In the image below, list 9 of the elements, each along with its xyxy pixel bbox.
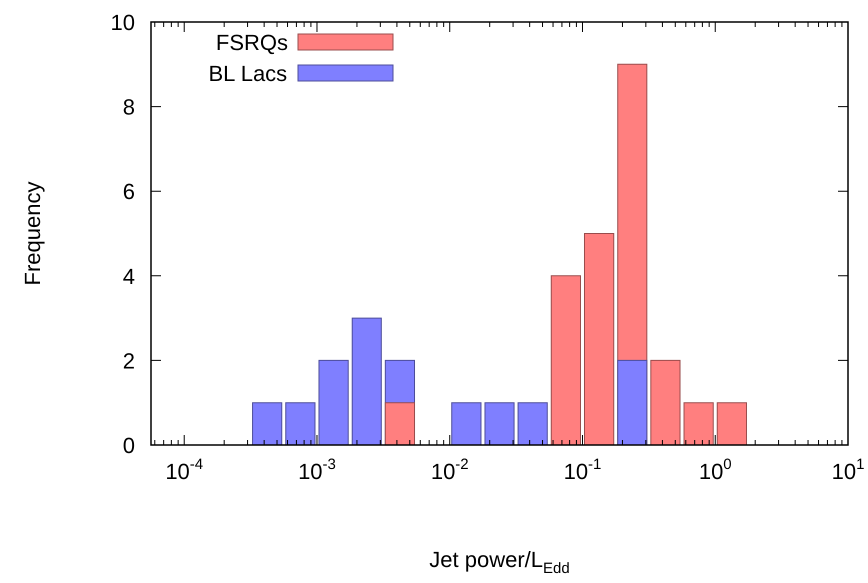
legend-label: FSRQs bbox=[216, 30, 288, 55]
y-tick-label: 10 bbox=[110, 10, 136, 35]
y-tick-label: 6 bbox=[122, 179, 136, 204]
y-tick-label: 0 bbox=[122, 433, 136, 458]
legend-label: BL Lacs bbox=[208, 61, 288, 86]
y-tick-label: 4 bbox=[122, 264, 136, 289]
y-axis-title: Frequency bbox=[20, 182, 45, 286]
y-tick-label: 2 bbox=[122, 348, 136, 374]
y-tick-label: 8 bbox=[122, 94, 136, 120]
